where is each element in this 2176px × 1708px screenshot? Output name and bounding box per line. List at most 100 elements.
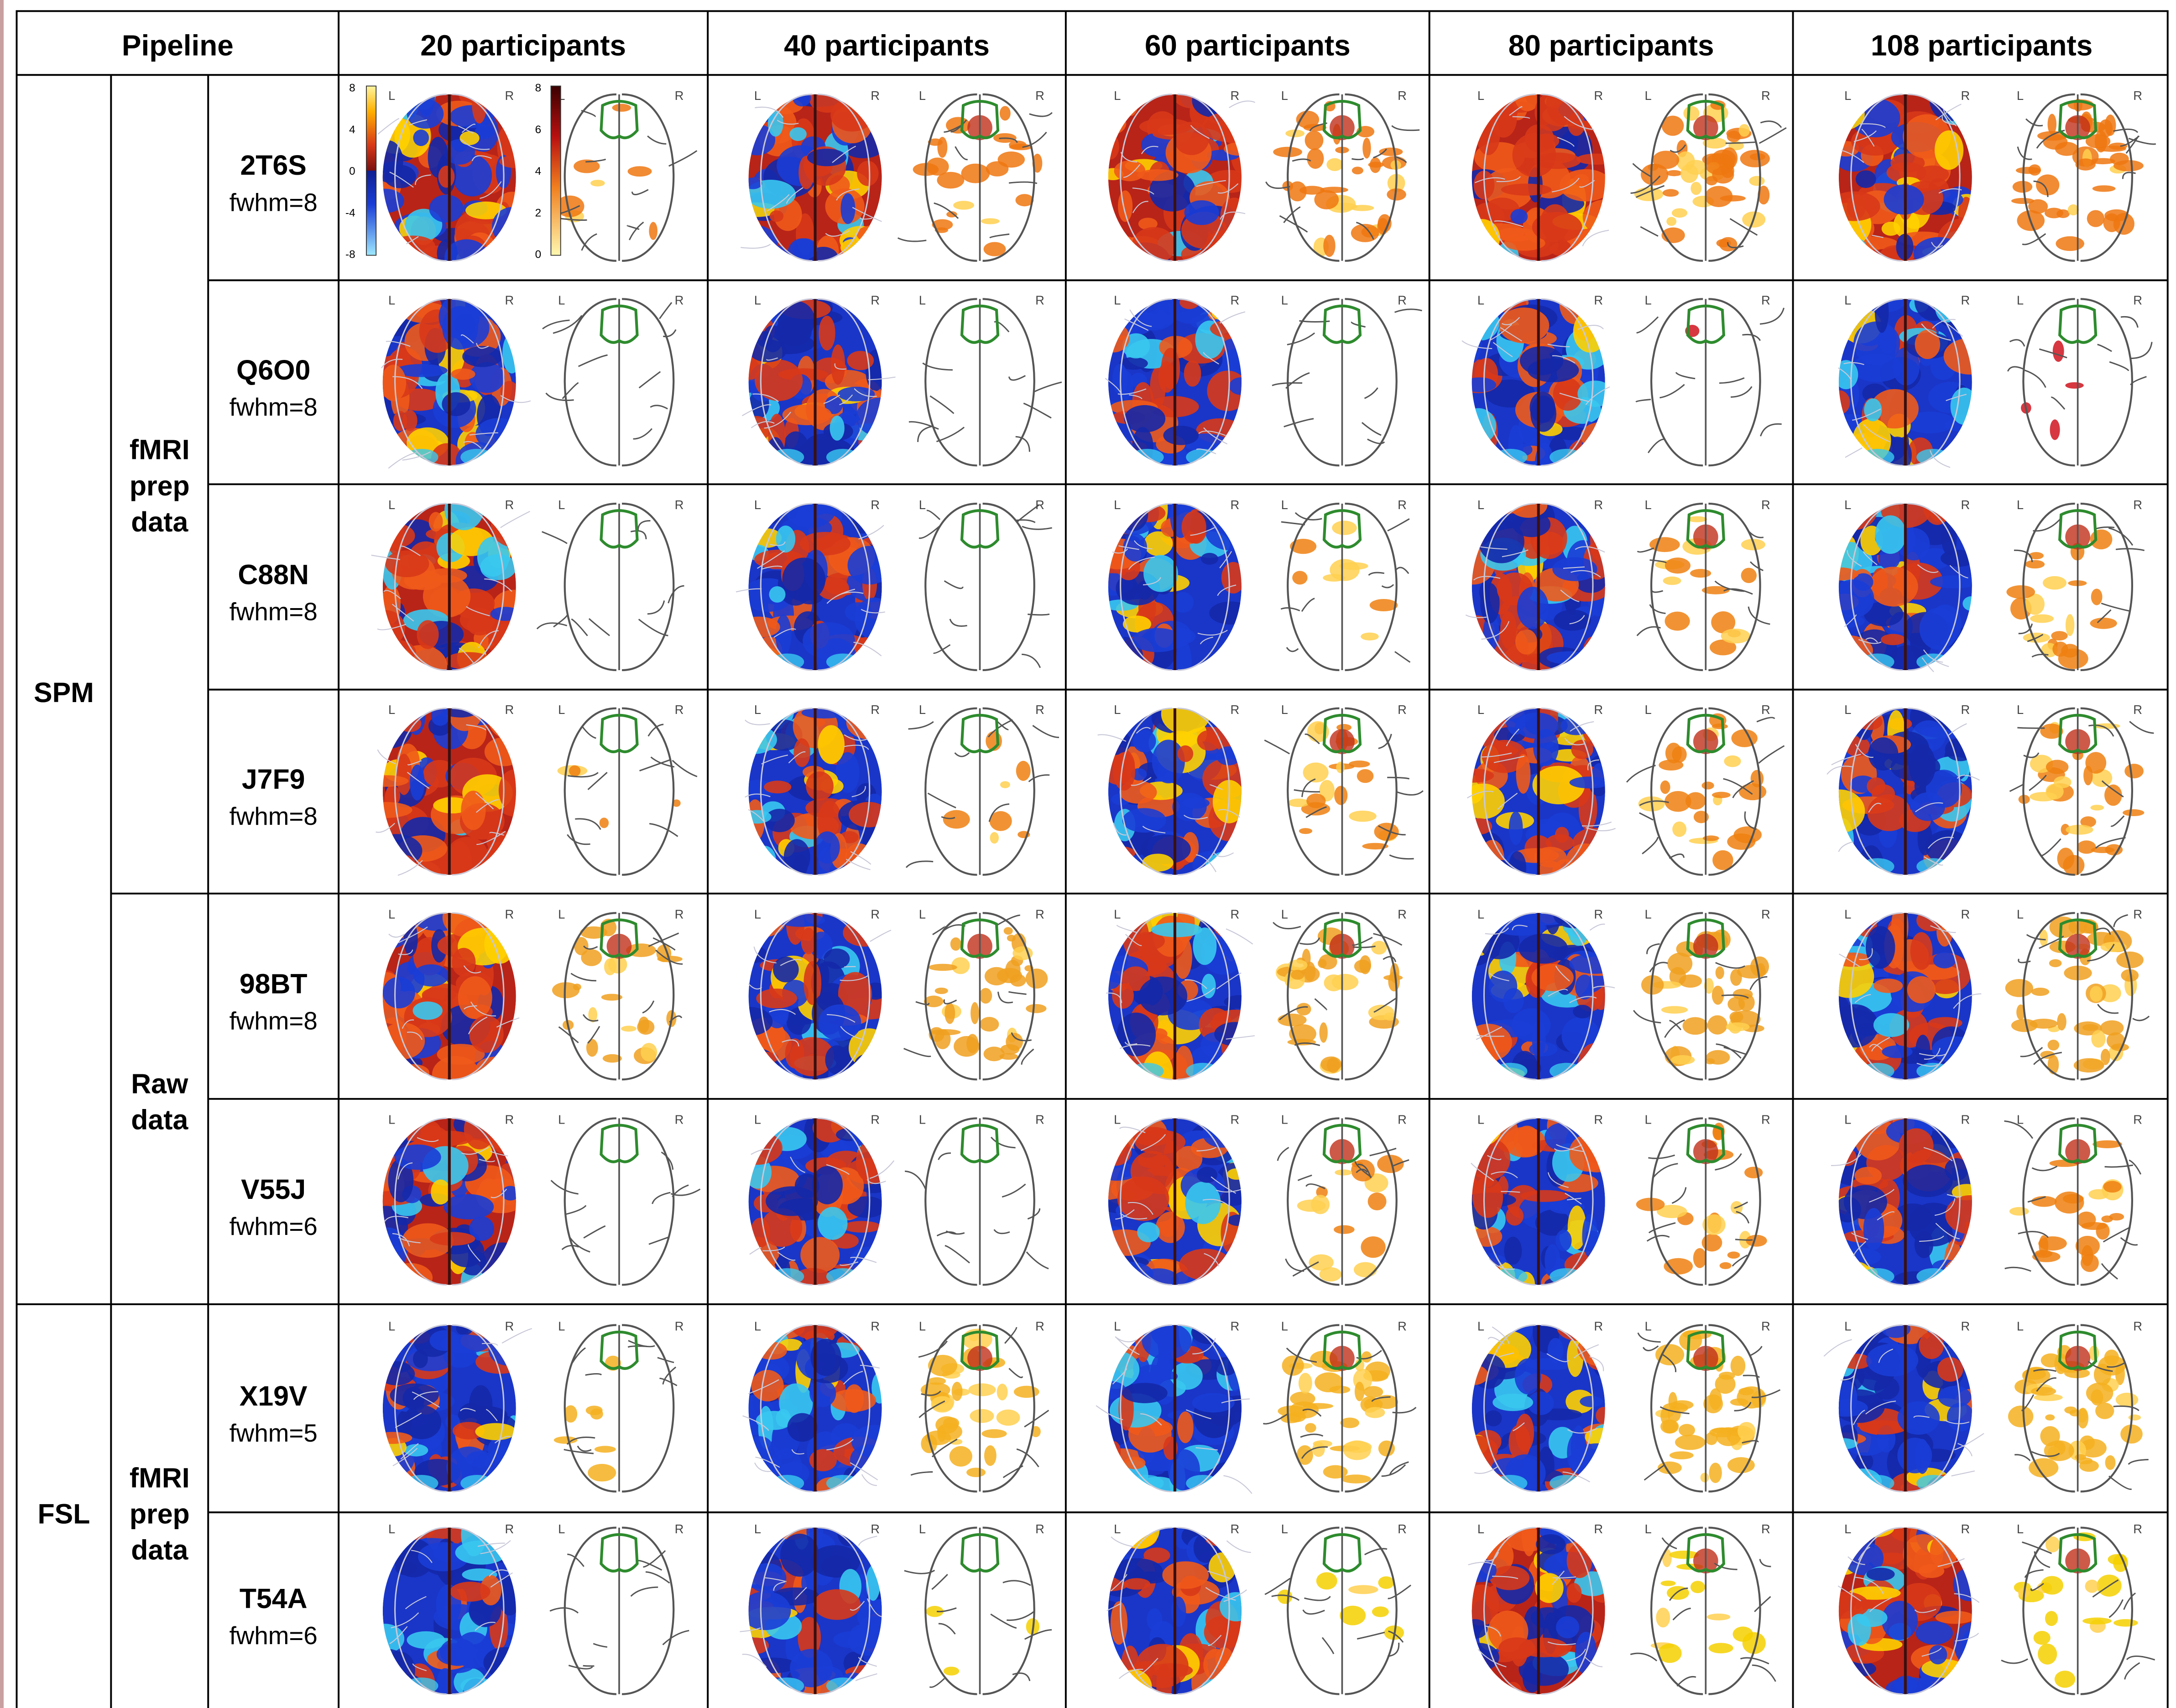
- hemisphere-right-label: R: [1231, 293, 1240, 307]
- hemisphere-right-label: R: [675, 498, 684, 512]
- hemisphere-right-label: R: [1761, 89, 1770, 103]
- roi-outline: [2058, 304, 2098, 344]
- roi-outline: [1322, 1124, 1362, 1163]
- svg-text:0: 0: [349, 165, 355, 177]
- hemisphere-left-label: L: [1844, 89, 1851, 103]
- hemisphere-left-label: L: [754, 907, 761, 921]
- hemisphere-left-label: L: [1844, 907, 1851, 921]
- roi-outline: [1322, 918, 1362, 958]
- roi-outline: [960, 100, 1000, 140]
- hemisphere-right-label: R: [2133, 1319, 2142, 1333]
- hemisphere-right-label: R: [1761, 1113, 1770, 1127]
- hemisphere-left-label: L: [1114, 1522, 1121, 1536]
- hemisphere-left-label: L: [1114, 907, 1121, 921]
- fwhm-label: fwhm=5: [230, 1419, 318, 1447]
- fwhm-label: fwhm=8: [230, 598, 318, 626]
- hemisphere-right-label: R: [1961, 1113, 1970, 1127]
- fwhm-label: fwhm=8: [230, 1007, 318, 1035]
- hemisphere-right-label: R: [1398, 907, 1407, 921]
- hemisphere-right-label: R: [1398, 498, 1407, 512]
- hemisphere-right-label: R: [1594, 89, 1603, 103]
- hemisphere-right-label: R: [1398, 703, 1407, 717]
- colorbar-unthresholded: 8 4 0 -4 -8: [345, 82, 377, 261]
- hemisphere-right-label: R: [1961, 1319, 1970, 1333]
- hemisphere-right-label: R: [1231, 907, 1240, 921]
- hemisphere-left-label: L: [558, 703, 565, 717]
- hemisphere-right-label: R: [1231, 703, 1240, 717]
- hemisphere-right-label: R: [1761, 293, 1770, 307]
- svg-text:8: 8: [535, 82, 542, 94]
- hemisphere-right-label: R: [871, 703, 880, 717]
- hemisphere-left-label: L: [1281, 89, 1288, 103]
- pipeline-name-label: 98BT: [240, 969, 308, 1000]
- hemisphere-right-label: R: [871, 907, 880, 921]
- hemisphere-left-label: L: [754, 498, 761, 512]
- hemisphere-right-label: R: [505, 293, 514, 307]
- hemisphere-left-label: L: [1114, 89, 1121, 103]
- hemisphere-right-label: R: [1231, 498, 1240, 512]
- hemisphere-right-label: R: [1035, 1113, 1044, 1127]
- hemisphere-right-label: R: [675, 1319, 684, 1333]
- hemisphere-right-label: R: [871, 1522, 880, 1536]
- hemisphere-right-label: R: [2133, 1522, 2142, 1536]
- hemisphere-right-label: R: [1035, 293, 1044, 307]
- hemisphere-left-label: L: [2017, 703, 2024, 717]
- hemisphere-left-label: L: [1114, 703, 1121, 717]
- roi-outline: [1322, 1533, 1362, 1573]
- hemisphere-right-label: R: [2133, 89, 2142, 103]
- roi-outline: [1686, 1124, 1725, 1163]
- hemisphere-right-label: R: [1398, 89, 1407, 103]
- roi-outline: [1686, 509, 1725, 549]
- hemisphere-left-label: L: [388, 89, 395, 103]
- hemisphere-left-label: L: [1477, 1319, 1484, 1333]
- hemisphere-right-label: R: [1594, 1319, 1603, 1333]
- svg-text:-4: -4: [345, 207, 355, 219]
- hemisphere-left-label: L: [1477, 907, 1484, 921]
- hemisphere-left-label: L: [2017, 89, 2024, 103]
- hemisphere-right-label: R: [1761, 907, 1770, 921]
- roi-outline: [600, 713, 639, 753]
- column-header: 60 participants: [1145, 29, 1351, 62]
- hemisphere-left-label: L: [919, 1319, 926, 1333]
- svg-text:8: 8: [349, 82, 355, 94]
- data-source-label: fMRI prep data: [130, 1462, 190, 1565]
- hemisphere-left-label: L: [919, 703, 926, 717]
- hemisphere-left-label: L: [558, 907, 565, 921]
- hemisphere-right-label: R: [1594, 498, 1603, 512]
- hemisphere-right-label: R: [505, 498, 514, 512]
- roi-outline: [1322, 100, 1362, 140]
- roi-outline: [600, 304, 639, 344]
- roi-outline: [600, 918, 639, 958]
- hemisphere-right-label: R: [505, 1113, 514, 1127]
- pipeline-name-label: T54A: [240, 1583, 308, 1614]
- hemisphere-right-label: R: [1035, 498, 1044, 512]
- hemisphere-left-label: L: [558, 1113, 565, 1127]
- hemisphere-right-label: R: [2133, 1113, 2142, 1127]
